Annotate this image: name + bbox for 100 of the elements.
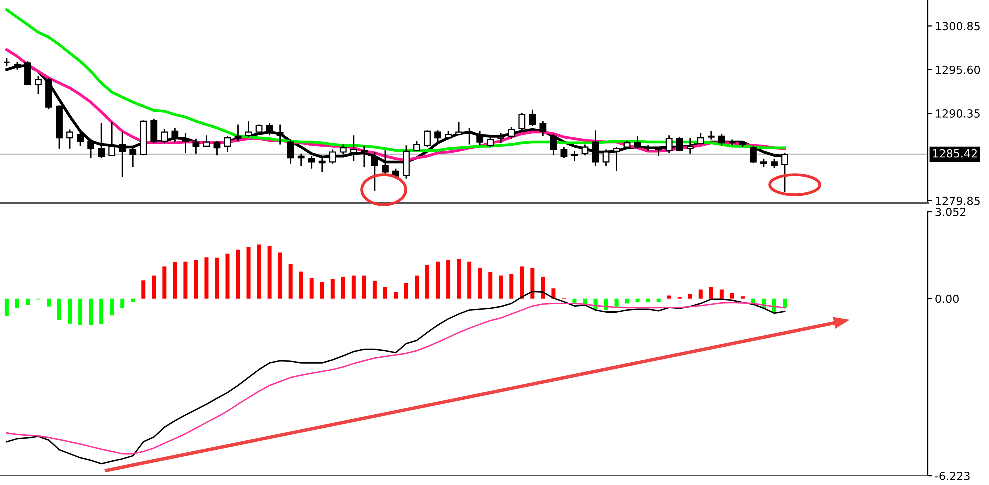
y-tick-label: 1290.35 [936, 110, 980, 118]
candlestick [518, 112, 526, 132]
candlestick [161, 128, 168, 144]
candlestick [192, 138, 200, 155]
candlestick [298, 153, 305, 168]
y-tick-label: 1295.60 [936, 66, 980, 74]
candlestick [77, 130, 84, 148]
bar [426, 265, 430, 299]
bar [436, 262, 440, 299]
bar [184, 262, 188, 299]
candlestick [560, 146, 568, 159]
candlestick [476, 130, 484, 146]
candlestick [666, 134, 673, 154]
candlestick [234, 124, 242, 142]
bar [625, 298, 630, 304]
bar [404, 284, 408, 299]
bar [383, 287, 388, 299]
bar [152, 276, 156, 299]
candlestick [456, 122, 463, 136]
bar [488, 272, 493, 299]
bar [688, 294, 692, 299]
bar [173, 262, 178, 299]
bar [278, 252, 282, 299]
bar [636, 298, 640, 302]
candlestick [487, 136, 494, 148]
candlestick [3, 58, 10, 68]
bar [499, 276, 504, 299]
bar [100, 298, 104, 324]
y-tick-label: 0.00 [936, 294, 959, 304]
candlestick [276, 124, 284, 146]
candlestick [340, 144, 347, 156]
bar [120, 298, 125, 309]
candlestick [172, 127, 179, 143]
bar [698, 290, 703, 299]
candlestick [771, 158, 778, 169]
bar [68, 298, 72, 324]
candlestick [655, 146, 662, 158]
bar [299, 272, 304, 299]
bar [47, 298, 51, 307]
candlestick [529, 109, 536, 128]
candlestick [182, 132, 190, 154]
bar [131, 298, 136, 302]
candlestick [676, 136, 684, 152]
ref-line-label: 1285.42 [933, 149, 977, 158]
bar [15, 298, 20, 308]
bar [510, 274, 514, 299]
bar [246, 247, 251, 299]
bar [468, 262, 472, 299]
bar [257, 244, 262, 299]
bar [520, 266, 524, 299]
bar [330, 280, 335, 299]
candlestick [150, 118, 158, 144]
candlestick [245, 120, 252, 138]
bar [362, 276, 366, 299]
candlestick [66, 129, 74, 150]
candlestick [718, 133, 726, 146]
bar [226, 254, 230, 299]
bar [310, 278, 314, 299]
bar [236, 250, 240, 299]
bar [372, 280, 377, 299]
bar [720, 290, 724, 299]
bar [268, 246, 272, 299]
bar [457, 259, 462, 299]
bar [215, 258, 220, 299]
candlestick [266, 122, 274, 136]
y-tick-label: 3.052 [936, 208, 966, 216]
bar [530, 268, 535, 299]
bar [541, 276, 546, 299]
candlestick [108, 122, 116, 158]
candlestick [35, 76, 42, 95]
candlestick [466, 127, 474, 146]
candlestick [214, 140, 221, 156]
candlestick [634, 136, 642, 150]
bar [394, 292, 398, 299]
bar [667, 296, 672, 299]
bar [320, 282, 324, 299]
y-tick-label: 1300.85 [936, 22, 980, 31]
bar [352, 276, 356, 299]
bar [415, 276, 419, 299]
bar [446, 260, 451, 299]
candlestick [508, 126, 516, 140]
y-tick-label: 1279.85 [936, 196, 980, 206]
candlestick [88, 138, 94, 159]
bar [78, 298, 83, 326]
bar [58, 298, 62, 321]
candlestick [540, 120, 547, 138]
bar [288, 264, 293, 299]
bar [646, 298, 650, 302]
candlestick [697, 132, 704, 146]
candlestick [498, 132, 505, 144]
candlestick [434, 130, 442, 143]
candlestick [203, 134, 210, 148]
candlestick [414, 140, 420, 152]
bar [478, 268, 482, 299]
bar [162, 266, 167, 299]
bar [142, 280, 146, 299]
bar [204, 258, 209, 299]
candlestick [550, 133, 558, 156]
bar [656, 298, 661, 302]
bar [730, 293, 734, 299]
